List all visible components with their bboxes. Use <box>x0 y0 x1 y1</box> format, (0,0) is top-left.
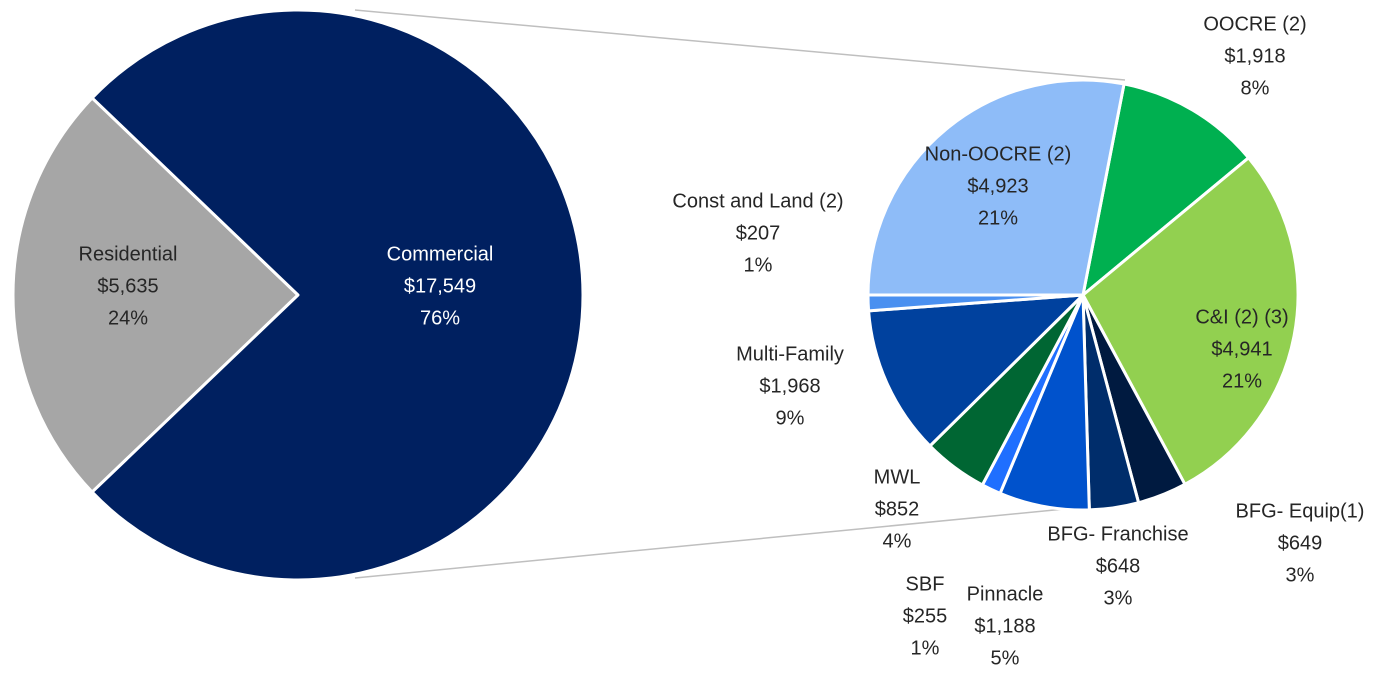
slice-percent-label: 5% <box>991 647 1020 669</box>
connector-line <box>354 506 1086 579</box>
slice-percent-label: 3% <box>1104 587 1133 609</box>
slice-label: Const and Land (2) <box>672 190 843 212</box>
slice-percent-label: 9% <box>776 407 805 429</box>
slice-label: Commercial <box>387 243 494 265</box>
slice-label: Pinnacle <box>967 583 1044 605</box>
slice-value-label: $649 <box>1278 532 1323 554</box>
slice-label: Residential <box>79 243 178 265</box>
pie-slice <box>866 78 1126 297</box>
slice-percent-label: 8% <box>1241 77 1270 99</box>
slice-percent-label: 1% <box>911 637 940 659</box>
slice-value-label: $17,549 <box>404 275 476 297</box>
slice-percent-label: 76% <box>420 307 460 329</box>
slice-value-label: $1,968 <box>759 375 820 397</box>
slice-label: BFG- Franchise <box>1047 523 1188 545</box>
slice-label: SBF <box>906 573 945 595</box>
slice-label: C&I (2) (3) <box>1195 306 1288 328</box>
slice-value-label: $1,918 <box>1224 45 1285 67</box>
slice-label: BFG- Equip(1) <box>1236 500 1365 522</box>
pie-slice <box>1081 156 1300 486</box>
slice-label: OOCRE (2) <box>1203 13 1306 35</box>
slice-value-label: $852 <box>875 498 920 520</box>
connector-line <box>354 9 1126 81</box>
pie-slice <box>867 293 1085 448</box>
slice-value-label: $4,923 <box>967 175 1028 197</box>
slice-value-label: $5,635 <box>97 275 158 297</box>
slice-value-label: $207 <box>736 222 781 244</box>
pie-slice <box>90 8 585 582</box>
slice-percent-label: 24% <box>108 307 148 329</box>
slice-value-label: $255 <box>903 605 948 627</box>
slice-percent-label: 3% <box>1286 564 1315 586</box>
slice-label: Non-OOCRE (2) <box>925 143 1072 165</box>
pie-slice <box>11 96 300 494</box>
pie-slice <box>1081 82 1251 297</box>
slice-percent-label: 1% <box>744 254 773 276</box>
slice-percent-label: 4% <box>883 530 912 552</box>
slice-value-label: $4,941 <box>1211 338 1272 360</box>
slice-percent-label: 21% <box>978 207 1018 229</box>
slice-value-label: $1,188 <box>974 615 1035 637</box>
slice-label: MWL <box>874 466 921 488</box>
slice-value-label: $648 <box>1096 555 1141 577</box>
slice-label: Multi-Family <box>736 343 844 365</box>
slice-percent-label: 21% <box>1222 370 1262 392</box>
